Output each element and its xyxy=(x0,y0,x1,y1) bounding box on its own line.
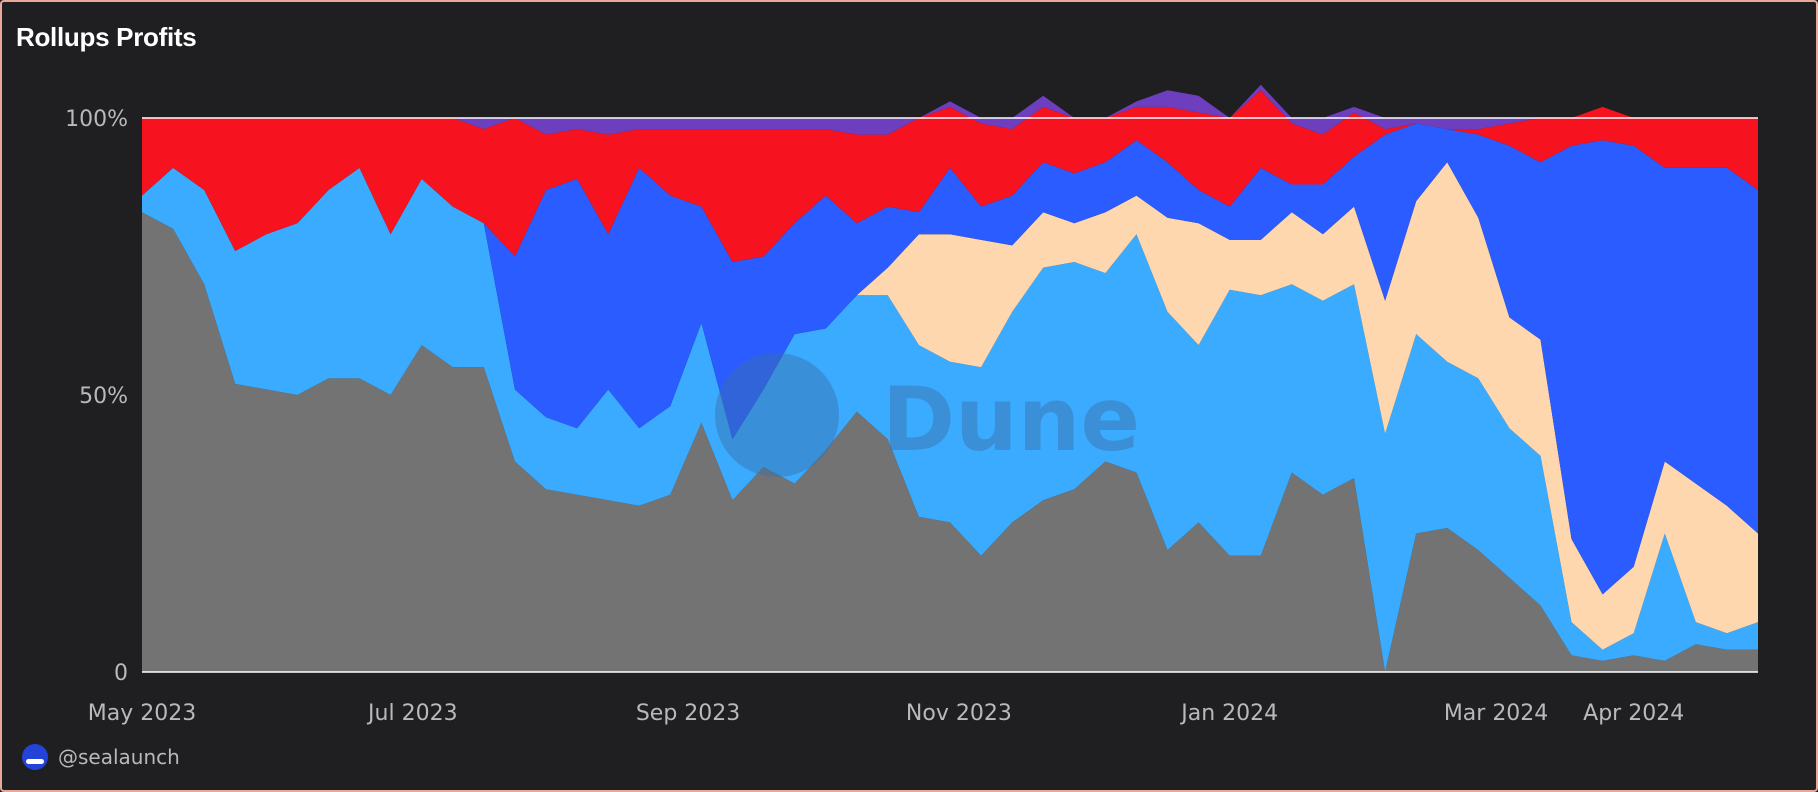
x-tick-label: Apr 2024 xyxy=(1583,701,1684,726)
series-areas xyxy=(142,84,1758,672)
sealaunch-avatar-icon xyxy=(22,744,48,770)
series-area-1[interactable] xyxy=(142,212,1758,672)
author-handle[interactable]: @sealaunch xyxy=(58,745,180,769)
watermark-text: Dune xyxy=(882,368,1140,471)
x-tick-label: Jan 2024 xyxy=(1179,701,1278,726)
x-tick-label: Nov 2023 xyxy=(906,701,1012,726)
y-tick-label: 50% xyxy=(79,384,128,409)
x-tick-label: Sep 2023 xyxy=(636,701,740,726)
footer: @sealaunch xyxy=(22,744,180,770)
x-tick-label: May 2023 xyxy=(88,701,196,726)
y-tick-label: 100% xyxy=(65,107,128,132)
series-area-2[interactable] xyxy=(142,167,1758,672)
series-area-3[interactable] xyxy=(142,162,1758,650)
series-area-4[interactable] xyxy=(142,123,1758,595)
y-tick-label: 0 xyxy=(114,661,128,686)
series-area-5[interactable] xyxy=(142,90,1758,262)
axis-ticks: 0 50% 100% May 2023 Jul 2023 Sep 2023 Nov 2023… xyxy=(65,107,1758,726)
chart-title: Rollups Profits xyxy=(16,22,197,52)
series-area-6[interactable] xyxy=(142,84,1758,135)
dune-watermark: Dune xyxy=(715,353,1140,477)
x-tick-label: Jul 2023 xyxy=(366,701,458,726)
x-tick-label: Mar 2024 xyxy=(1444,701,1549,726)
dune-logo-icon xyxy=(715,353,839,477)
